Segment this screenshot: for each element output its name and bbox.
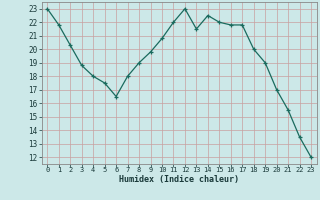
X-axis label: Humidex (Indice chaleur): Humidex (Indice chaleur) — [119, 175, 239, 184]
